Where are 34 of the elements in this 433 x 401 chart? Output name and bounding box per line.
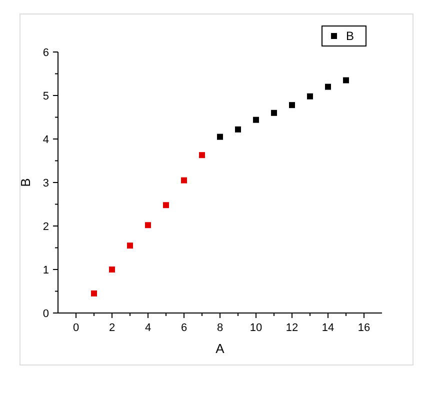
point xyxy=(271,110,277,116)
x-tick-label: 2 xyxy=(108,322,116,334)
x-tick-label: 6 xyxy=(180,322,188,334)
y-tick-label: 1 xyxy=(42,264,49,276)
point xyxy=(217,134,223,140)
point xyxy=(91,290,97,296)
x-tick-label: 10 xyxy=(250,322,262,334)
x-axis-title: A xyxy=(216,341,225,356)
point xyxy=(325,84,331,90)
y-tick-label: 4 xyxy=(42,134,49,146)
y-tick-label: 6 xyxy=(42,47,49,59)
point xyxy=(235,126,241,132)
x-tick-label: 12 xyxy=(286,322,298,334)
y-tick-label: 0 xyxy=(42,308,49,320)
x-tick-label: 14 xyxy=(322,322,334,334)
point xyxy=(343,77,349,84)
point xyxy=(127,242,133,249)
legend-label: B xyxy=(346,29,354,43)
x-tick-label: 8 xyxy=(216,322,224,334)
y-tick-label: 3 xyxy=(42,178,49,190)
point xyxy=(145,222,151,228)
point xyxy=(253,116,259,123)
x-tick-label: 16 xyxy=(358,322,370,334)
y-axis-title: B xyxy=(18,178,33,187)
point xyxy=(109,266,115,272)
x-tick-label: 4 xyxy=(144,322,152,334)
point xyxy=(181,177,187,184)
point xyxy=(199,152,205,158)
point xyxy=(307,93,313,100)
point xyxy=(163,202,169,208)
point xyxy=(289,102,295,108)
y-tick-label: 2 xyxy=(42,221,49,233)
y-tick-label: 5 xyxy=(42,90,49,102)
x-tick-label: 0 xyxy=(72,322,80,334)
